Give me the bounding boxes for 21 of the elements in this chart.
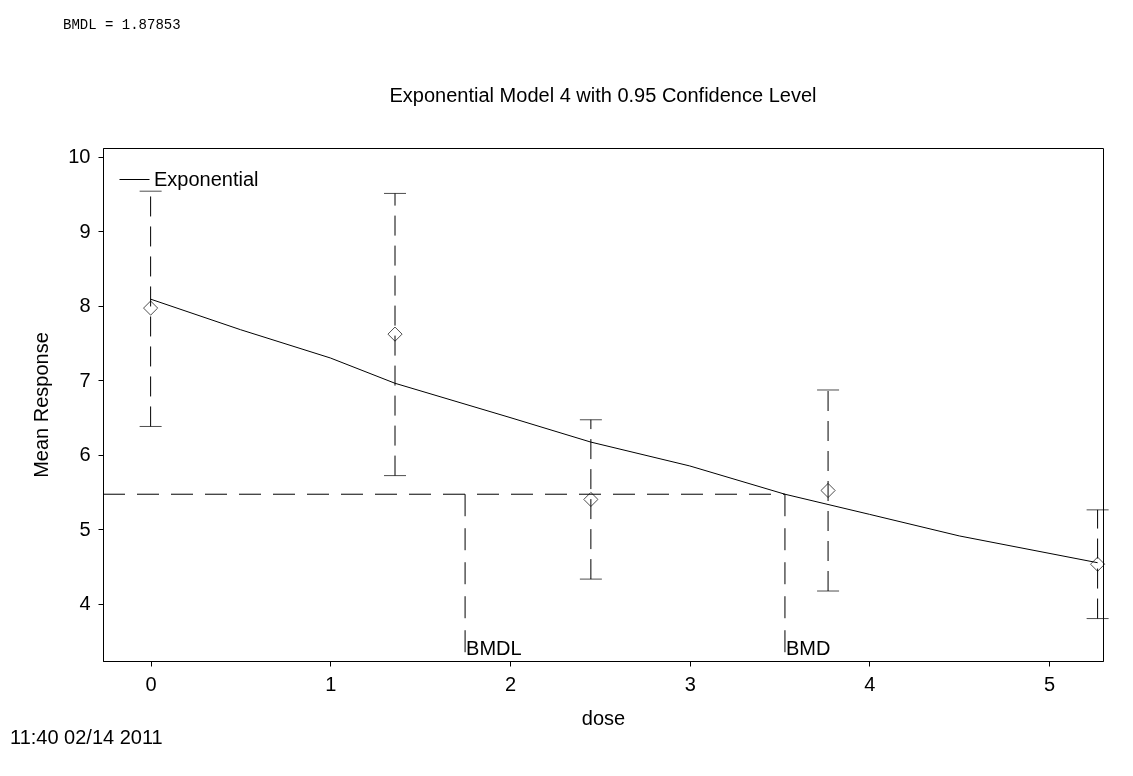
x-tick-label: 1 xyxy=(325,672,337,695)
y-tick-label: 7 xyxy=(79,368,91,391)
x-tick-label: 3 xyxy=(684,672,696,695)
y-tick-label: 4 xyxy=(79,592,91,615)
text: 11:40 02/14 2011 xyxy=(10,726,163,748)
x-axis-title: dose xyxy=(581,706,626,729)
text: BMDL = 1.87853 xyxy=(63,17,181,33)
x-tick-label: 4 xyxy=(864,672,876,695)
y-tick-label: 9 xyxy=(79,219,91,242)
y-tick-label: 5 xyxy=(79,517,91,540)
x-tick-label: 5 xyxy=(1044,672,1056,695)
chart-title: Exponential Model 4 with 0.95 Confidence Level xyxy=(389,84,817,106)
y-tick-label: 6 xyxy=(79,443,91,466)
y-axis-title: Mean Response xyxy=(30,332,53,478)
y-tick-label: 8 xyxy=(79,294,91,317)
x-tick-label: 2 xyxy=(504,672,517,695)
annotation: BMD xyxy=(785,637,831,659)
legend-label: Exponential xyxy=(154,167,259,190)
x-tick-label: 0 xyxy=(145,672,157,695)
y-tick-label: 10 xyxy=(68,145,91,168)
annotation: BMDL xyxy=(466,637,522,659)
